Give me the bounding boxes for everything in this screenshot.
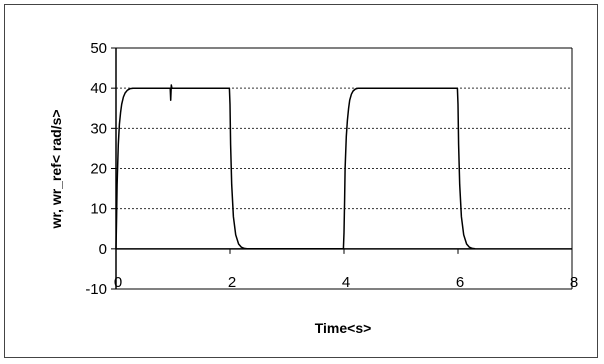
y-tick-label-30: 30: [90, 120, 107, 137]
chart-frame: [4, 4, 598, 358]
y-tick-label-10: 10: [90, 201, 107, 218]
x-tick-label-6: 6: [456, 274, 464, 291]
x-tick-label-2: 2: [228, 274, 236, 291]
grid-lines: [116, 47, 572, 210]
series-line-1: [115, 84, 476, 250]
y-tick-label-0: 0: [99, 241, 107, 258]
y-tick-label--10: -10: [85, 281, 107, 298]
x-tick-label-4: 4: [342, 274, 350, 291]
y-tick-label-50: 50: [90, 40, 107, 57]
x-tick-label-0: 0: [114, 274, 122, 291]
y-tick-label-20: 20: [90, 161, 107, 178]
x-axis-title: Time<s>: [315, 320, 372, 336]
x-tick-label-8: 8: [570, 274, 578, 291]
y-axis-title: wr, wr_ref< rad/s>: [48, 109, 64, 229]
y-tick-label-40: 40: [90, 80, 107, 97]
tick-labels: -10 0 10 20 30 40 50 0 2 4 6 8: [85, 40, 578, 298]
series-layer: [115, 84, 476, 250]
